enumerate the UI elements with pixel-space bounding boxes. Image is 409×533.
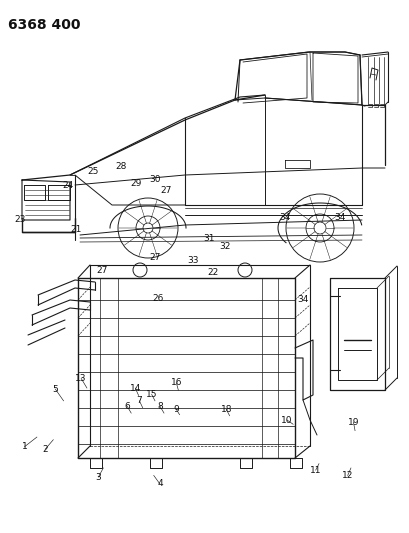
Text: 16: 16 — [170, 378, 182, 387]
Text: 13: 13 — [75, 374, 87, 383]
Text: 28: 28 — [115, 162, 126, 171]
Text: 10: 10 — [281, 416, 292, 424]
Text: 24: 24 — [62, 181, 73, 190]
Text: 5: 5 — [52, 385, 58, 393]
Text: 8: 8 — [157, 402, 162, 410]
Text: 1: 1 — [22, 442, 27, 451]
Text: 29: 29 — [130, 180, 142, 188]
Text: 27: 27 — [149, 254, 160, 262]
Text: 23: 23 — [14, 215, 25, 224]
Text: 6368 400: 6368 400 — [8, 18, 80, 32]
Text: 34: 34 — [296, 295, 308, 304]
Text: 22: 22 — [207, 269, 218, 277]
Text: 9: 9 — [173, 405, 179, 414]
Text: 7: 7 — [136, 397, 142, 405]
Text: 33: 33 — [187, 256, 199, 264]
Text: 25: 25 — [88, 167, 99, 176]
Text: 15: 15 — [146, 390, 157, 399]
Text: 19: 19 — [347, 418, 358, 426]
Text: 2: 2 — [42, 445, 48, 454]
Text: 6: 6 — [124, 402, 130, 410]
Text: 27: 27 — [96, 266, 107, 275]
Text: 31: 31 — [203, 235, 214, 243]
Text: 21: 21 — [70, 225, 81, 233]
Text: 14: 14 — [129, 384, 141, 392]
Text: 26: 26 — [152, 294, 163, 303]
Text: 27: 27 — [160, 187, 171, 195]
Text: 34: 34 — [279, 213, 290, 222]
Text: 3: 3 — [95, 473, 101, 481]
Text: 11: 11 — [309, 466, 321, 474]
Text: 34: 34 — [333, 213, 344, 222]
Text: 4: 4 — [157, 480, 162, 488]
Text: 12: 12 — [341, 471, 353, 480]
Text: 30: 30 — [149, 175, 160, 183]
Text: 18: 18 — [220, 405, 231, 414]
Text: 32: 32 — [218, 242, 230, 251]
